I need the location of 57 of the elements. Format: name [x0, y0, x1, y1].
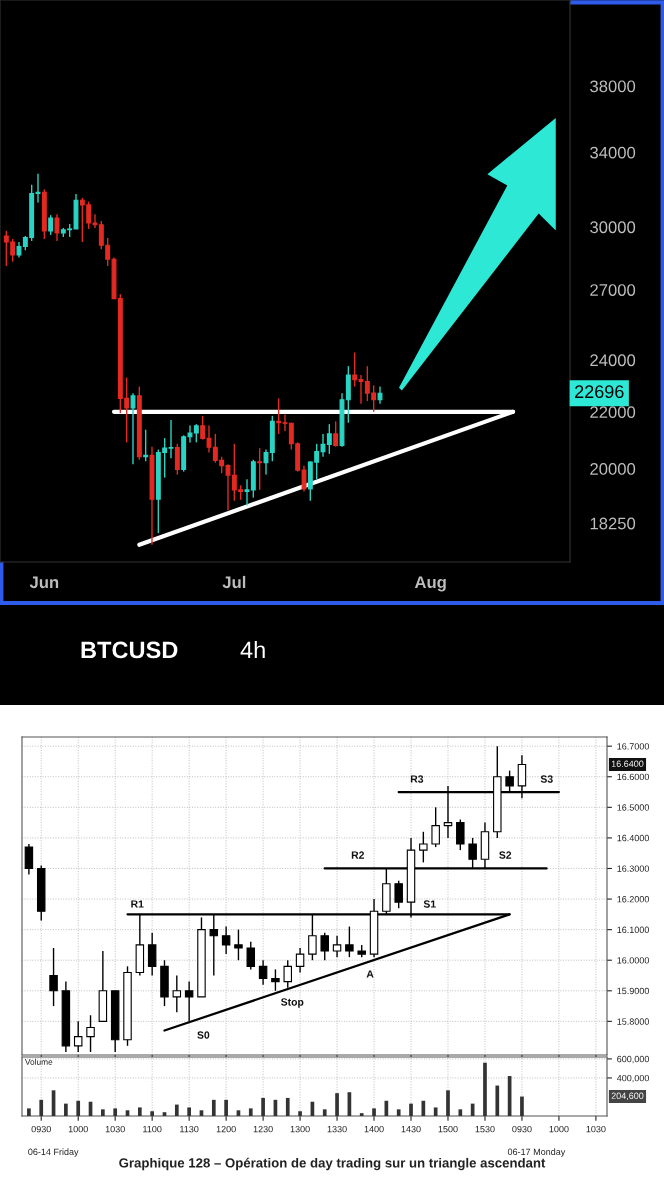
- y-tick-label: 27000: [590, 284, 636, 296]
- y-tick-label: 34000: [590, 146, 636, 159]
- annotation: R3: [410, 775, 424, 783]
- y-tick-label: 15.8000: [617, 1018, 649, 1025]
- x-tick-label: 1430: [401, 1125, 421, 1133]
- y-tick-label: 24000: [590, 354, 636, 367]
- y-tick-label: 30000: [590, 221, 636, 234]
- chart-title: Volume: [24, 1058, 53, 1065]
- x-tick-label: 1200: [216, 1125, 236, 1133]
- annotation: R2: [351, 851, 365, 859]
- x-tick-label: 1500: [438, 1125, 458, 1133]
- annotation: S1: [423, 900, 436, 908]
- text: 204,600: [611, 1092, 644, 1101]
- x-tick-label: 1530: [475, 1125, 495, 1133]
- annotation: S3: [540, 775, 553, 783]
- y-tick-label: 22000: [590, 406, 636, 419]
- text: Graphique 128 – Opération de day trading sur un triangle ascendant: [119, 1157, 546, 1171]
- text: BTCUSD: [81, 641, 178, 659]
- y-tick-label: 20000: [590, 463, 636, 475]
- x-tick-label: Jun: [29, 576, 59, 589]
- annotation: S2: [499, 851, 512, 859]
- annotation: Stop: [281, 998, 304, 1008]
- text: 16.6400: [611, 760, 644, 767]
- y-tick-label: 600,000: [617, 1055, 649, 1064]
- x-tick-label: 0930: [512, 1125, 532, 1133]
- y-tick-label: 38000: [590, 80, 636, 93]
- y-tick-label: 15.9000: [617, 987, 649, 995]
- x-tick-label: 1400: [364, 1125, 384, 1133]
- y-tick-label: 18250: [590, 517, 636, 530]
- x-tick-label: 1030: [586, 1125, 606, 1133]
- y-tick-label: 16.1000: [617, 926, 649, 933]
- x-tick-label: 0930: [31, 1125, 51, 1133]
- text: 22696: [575, 385, 624, 399]
- y-tick-label: 400,000: [616, 1074, 649, 1083]
- text: 06-14 Friday: [28, 1148, 79, 1157]
- x-tick-label: Aug: [414, 576, 446, 592]
- x-tick-label: Jul: [222, 575, 246, 589]
- x-tick-label: 1300: [290, 1125, 310, 1133]
- x-tick-label: 1130: [180, 1125, 199, 1133]
- y-tick-label: 16.3000: [617, 865, 649, 872]
- text: 06-17 Monday: [507, 1148, 566, 1157]
- annotation: A: [366, 970, 374, 978]
- y-tick-label: 16.2000: [617, 896, 649, 903]
- x-tick-label: 1230: [253, 1125, 273, 1133]
- y-tick-label: 16.5000: [617, 804, 649, 811]
- y-tick-label: 16.7000: [617, 743, 649, 750]
- annotation: R1: [131, 900, 144, 908]
- x-tick-label: 1000: [549, 1125, 569, 1133]
- x-tick-label: 1100: [143, 1125, 162, 1133]
- y-tick-label: 16.0000: [617, 957, 649, 964]
- annotation: S0: [197, 1031, 210, 1039]
- x-tick-label: 1000: [68, 1125, 88, 1133]
- x-tick-label: 1030: [105, 1125, 125, 1133]
- text: 4h: [240, 640, 265, 659]
- x-tick-label: 1330: [327, 1125, 347, 1133]
- y-tick-label: 16.4000: [617, 834, 649, 842]
- y-tick-label: 16.6000: [617, 773, 649, 781]
